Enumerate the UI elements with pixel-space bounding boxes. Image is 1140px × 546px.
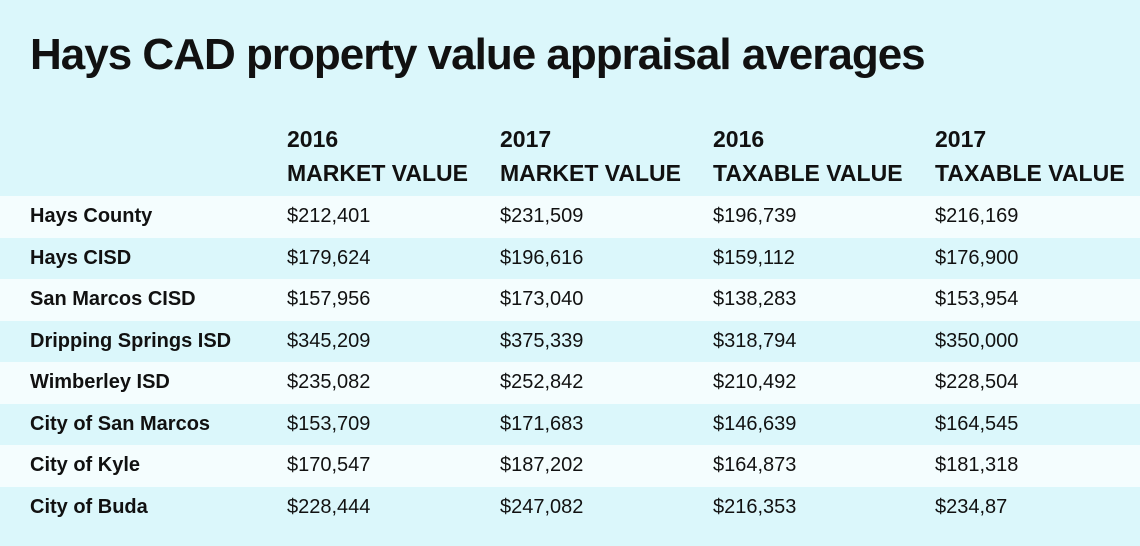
table-cell: $350,000: [935, 329, 1019, 352]
column-header-2017-market: 2017 MARKET VALUE: [500, 122, 681, 194]
table-cell: $179,624: [287, 246, 371, 269]
row-label: San Marcos CISD: [30, 288, 196, 310]
table-cell: $247,082: [500, 495, 584, 518]
table-cell: $228,504: [935, 371, 1019, 393]
row-label: Wimberley ISD: [30, 371, 170, 393]
table-cell: $157,956: [287, 288, 371, 310]
column-header-year: 2017: [500, 126, 552, 152]
table-cell: $252,842: [500, 371, 584, 393]
table-cell: $173,040: [500, 288, 584, 310]
table-cell: $196,739: [713, 205, 797, 227]
row-label: Hays CISD: [30, 246, 132, 269]
column-header-2016-taxable: 2016 TAXABLE VALUE: [713, 122, 903, 194]
table-cell: $164,873: [713, 454, 797, 476]
table-cell: $216,353: [713, 495, 797, 518]
table-cell: $231,509: [500, 205, 584, 227]
table-cell: $234,87: [935, 495, 1008, 518]
table-cell: $187,202: [500, 454, 584, 476]
table-row: City of San Marcos $153,709 $171,683 $14…: [0, 404, 1140, 446]
row-label: City of Kyle: [30, 454, 141, 476]
table-title: Hays CAD property value appraisal averag…: [30, 30, 926, 79]
table-cell: $159,112: [713, 246, 795, 269]
table-cell: $181,318: [935, 454, 1019, 476]
row-label: City of Buda: [30, 495, 148, 518]
row-label: Hays County: [30, 205, 153, 227]
table-cell: $153,954: [935, 288, 1019, 310]
table-cell: $345,209: [287, 329, 371, 352]
column-header-label: TAXABLE VALUE: [713, 160, 903, 186]
table-row: Hays CISD $179,624 $196,616 $159,112 $17…: [0, 238, 1140, 280]
table-cell: $138,283: [713, 288, 797, 310]
table-cell: $212,401: [287, 205, 371, 227]
column-header-year: 2016: [287, 126, 339, 152]
table-row: Hays County $212,401 $231,509 $196,739 $…: [0, 196, 1140, 238]
column-header-year: 2016: [713, 126, 765, 152]
column-header-label: MARKET VALUE: [287, 160, 469, 186]
table-cell: $235,082: [287, 371, 371, 393]
table-row: City of Kyle $170,547 $187,202 $164,873 …: [0, 445, 1140, 487]
column-header-2016-market: 2016 MARKET VALUE: [287, 122, 468, 194]
table-cell: $164,545: [935, 412, 1019, 435]
table-cell: $171,683: [500, 412, 584, 435]
table-cell: $196,616: [500, 246, 584, 269]
table-row: San Marcos CISD $157,956 $173,040 $138,2…: [0, 279, 1140, 321]
table-row: City of Buda $228,444 $247,082 $216,353 …: [0, 487, 1140, 529]
table-row: Wimberley ISD $235,082 $252,842 $210,492…: [0, 362, 1140, 404]
table-body: Hays County $212,401 $231,509 $196,739 $…: [0, 196, 1140, 528]
column-header-year: 2017: [935, 126, 987, 152]
row-label: City of San Marcos: [30, 412, 211, 435]
table-cell: $216,169: [935, 205, 1019, 227]
table-cell: $146,639: [713, 412, 797, 435]
table-cell: $375,339: [500, 329, 584, 352]
table-cell: $318,794: [713, 329, 797, 352]
column-header-2017-taxable: 2017 TAXABLE VALUE: [935, 122, 1125, 194]
table-cell: $153,709: [287, 412, 371, 435]
column-header-label: TAXABLE VALUE: [935, 160, 1125, 186]
table-cell: $210,492: [713, 371, 797, 393]
column-header-label: MARKET VALUE: [500, 160, 682, 186]
table-cell: $170,547: [287, 454, 371, 476]
table-cell: $176,900: [935, 246, 1019, 269]
table-row: Dripping Springs ISD $345,209 $375,339 $…: [0, 321, 1140, 363]
row-label: Dripping Springs ISD: [30, 329, 232, 352]
table-cell: $228,444: [287, 495, 371, 518]
